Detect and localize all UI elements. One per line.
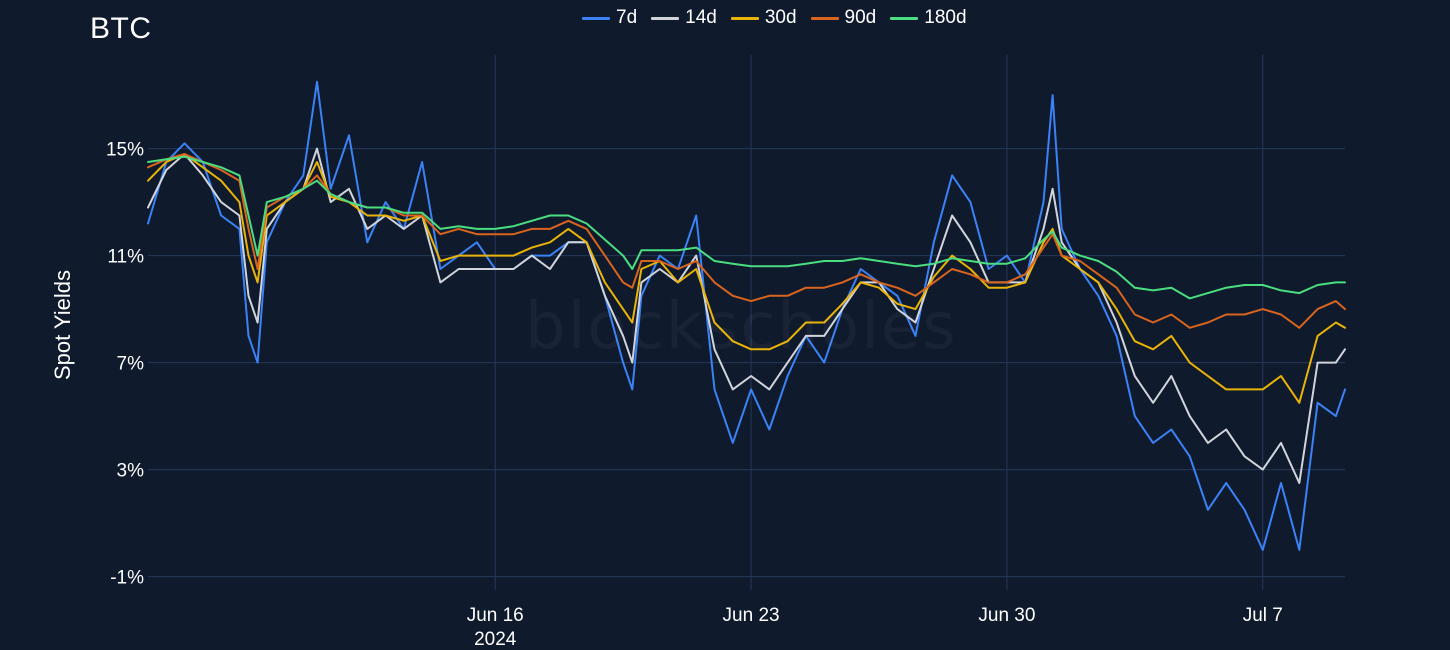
legend-swatch: [890, 16, 919, 20]
legend-swatch: [582, 16, 610, 20]
legend-swatch: [810, 16, 839, 20]
series-group: [147, 80, 1346, 551]
legend-label: 30d: [764, 7, 797, 28]
grid: [148, 55, 1345, 590]
y-tick-label: 3%: [117, 461, 145, 482]
y-tick-label: -1%: [110, 568, 144, 589]
legend: 7d 14d 30d 90d 180d: [582, 7, 967, 29]
legend-item-7d[interactable]: 7d: [582, 7, 637, 29]
legend-label: 7d: [616, 7, 638, 28]
x-tick-label: Jun 30: [978, 605, 1035, 626]
series-line-180d: [147, 155, 1346, 300]
y-tick-label: 15%: [106, 140, 144, 161]
chart-title: BTC: [90, 12, 152, 45]
x-tick-label: Jul 7: [1243, 605, 1283, 626]
legend-swatch: [651, 16, 680, 20]
y-tick-label: 11%: [107, 247, 144, 268]
legend-swatch: [730, 16, 759, 20]
x-tick-sublabel: 2024: [474, 629, 517, 650]
y-tick-label: 7%: [117, 354, 145, 375]
legend-item-180d[interactable]: 180d: [890, 7, 967, 29]
x-tick-label: Jun 16: [467, 605, 524, 626]
legend-item-14d[interactable]: 14d: [651, 7, 717, 29]
series-line-7d: [147, 80, 1346, 551]
legend-label: 90d: [844, 7, 877, 28]
legend-label: 14d: [685, 7, 717, 28]
legend-item-90d[interactable]: 90d: [810, 7, 877, 29]
y-axis-label: Spot Yields: [50, 269, 75, 381]
legend-label: 180d: [924, 7, 967, 28]
x-tick-label: Jun 23: [723, 605, 780, 626]
axes: -1% 3% 7% 11% 15% Jun 16 2024 Jun 23 Jun 30 Jul 7: [106, 140, 1283, 650]
series-line-30d: [147, 153, 1346, 404]
series-line-90d: [147, 153, 1346, 329]
legend-item-30d[interactable]: 30d: [730, 7, 797, 29]
